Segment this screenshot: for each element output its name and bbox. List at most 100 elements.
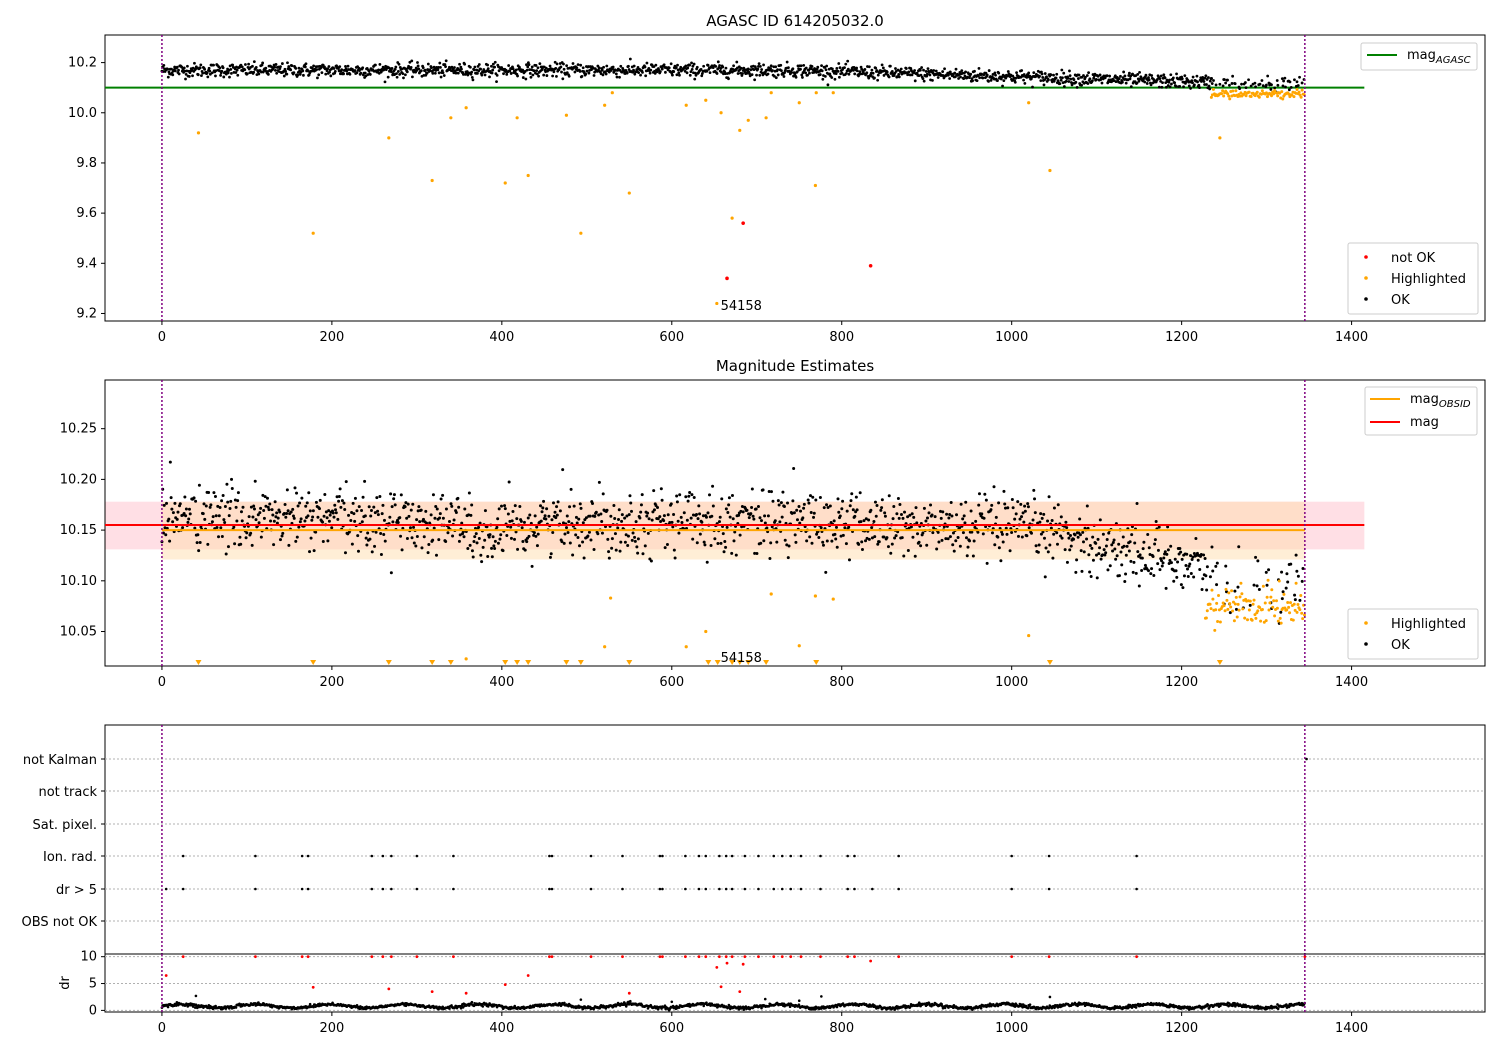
ok-point bbox=[1008, 549, 1012, 553]
ok-point bbox=[698, 532, 702, 536]
ok-point bbox=[183, 495, 187, 499]
ok-point bbox=[1298, 75, 1301, 79]
ok-point bbox=[535, 544, 539, 548]
ok-point bbox=[973, 69, 976, 73]
ok-point bbox=[403, 73, 407, 77]
ok-point bbox=[873, 500, 877, 504]
ok-point bbox=[1192, 552, 1196, 556]
ok-point bbox=[444, 59, 448, 63]
ok-point bbox=[522, 520, 526, 524]
ok-point bbox=[1141, 547, 1145, 551]
flag-point bbox=[819, 887, 822, 891]
ok-point bbox=[1204, 574, 1208, 578]
ok-point bbox=[575, 66, 579, 70]
highlighted-point bbox=[1252, 598, 1256, 602]
highlighted-point bbox=[387, 136, 391, 140]
dr-point bbox=[312, 1005, 315, 1009]
ok-point bbox=[750, 73, 754, 77]
ok-point bbox=[902, 554, 906, 558]
ok-point bbox=[186, 64, 189, 68]
ok-point bbox=[533, 514, 537, 518]
lower-limit-marker bbox=[729, 660, 736, 665]
flag-point bbox=[789, 887, 793, 891]
flag-point bbox=[306, 854, 310, 858]
highlighted-point bbox=[603, 645, 607, 649]
ok-point bbox=[800, 73, 804, 77]
highlighted-point bbox=[719, 111, 723, 115]
x-tick-label: 0 bbox=[158, 675, 166, 690]
ok-point bbox=[208, 69, 212, 73]
ok-point bbox=[499, 533, 503, 537]
flag-point bbox=[661, 854, 664, 858]
ok-point bbox=[1108, 564, 1112, 568]
ok-point bbox=[457, 505, 461, 509]
ok-point bbox=[187, 507, 191, 511]
ok-point bbox=[477, 63, 481, 66]
ok-point bbox=[716, 541, 720, 545]
ok-point bbox=[555, 62, 559, 66]
highlighted-point bbox=[1214, 608, 1218, 612]
ok-point bbox=[471, 555, 475, 559]
ok-point bbox=[1157, 85, 1161, 89]
ok-point bbox=[1208, 575, 1212, 579]
highlighted-point bbox=[1301, 617, 1305, 621]
highlighted-point bbox=[1209, 95, 1213, 99]
ok-point bbox=[914, 506, 918, 510]
ok-point bbox=[909, 525, 913, 529]
ok-point bbox=[1085, 504, 1089, 508]
ok-point bbox=[1197, 83, 1201, 87]
ok-point bbox=[376, 513, 380, 517]
ok-point bbox=[274, 515, 278, 519]
ok-point bbox=[1136, 72, 1140, 76]
ok-point bbox=[1066, 76, 1070, 80]
ok-point bbox=[212, 63, 215, 67]
ok-point bbox=[1039, 512, 1043, 516]
highlighted-point bbox=[1232, 619, 1236, 623]
ok-point bbox=[289, 68, 293, 72]
ok-point bbox=[991, 73, 995, 76]
ok-point bbox=[675, 73, 679, 77]
ok-point bbox=[1200, 587, 1204, 591]
ok-point bbox=[975, 79, 979, 83]
ok-point bbox=[997, 501, 1001, 505]
ok-point bbox=[430, 66, 433, 70]
ok-point bbox=[460, 67, 463, 71]
ok-point bbox=[760, 68, 764, 71]
ok-point bbox=[244, 63, 247, 66]
ok-point bbox=[1101, 553, 1105, 557]
ok-point bbox=[1205, 78, 1209, 81]
ok-point bbox=[830, 67, 834, 71]
ok-point bbox=[516, 74, 519, 78]
ok-point bbox=[1107, 531, 1111, 535]
highlighted-point bbox=[1260, 607, 1264, 611]
ok-point bbox=[1168, 558, 1172, 562]
ok-point bbox=[1059, 78, 1063, 82]
ok-point bbox=[434, 505, 438, 509]
ok-point bbox=[641, 552, 645, 556]
highlighted-point bbox=[1233, 602, 1237, 606]
ok-point bbox=[847, 558, 851, 562]
ok-point bbox=[1207, 76, 1210, 79]
ok-point bbox=[850, 492, 854, 496]
ok-point bbox=[1041, 76, 1045, 79]
lower-limit-marker bbox=[626, 660, 633, 665]
ok-point bbox=[643, 65, 647, 69]
ok-point bbox=[679, 65, 683, 69]
lower-limit-marker bbox=[745, 660, 752, 665]
highlighted-point bbox=[1234, 595, 1238, 599]
ok-point bbox=[599, 512, 603, 516]
ok-point bbox=[761, 488, 765, 492]
ok-point bbox=[996, 535, 1000, 539]
ok-point bbox=[874, 66, 878, 70]
ok-point bbox=[251, 64, 254, 68]
ok-point bbox=[553, 510, 557, 514]
highlighted-point bbox=[1300, 611, 1304, 615]
ok-point bbox=[860, 547, 864, 551]
highlighted-point bbox=[196, 131, 201, 135]
ok-point bbox=[792, 467, 796, 471]
ok-point bbox=[865, 71, 869, 75]
ok-point bbox=[1040, 516, 1044, 520]
ok-point bbox=[227, 514, 231, 518]
ok-point bbox=[412, 525, 416, 529]
flag-label: not Kalman bbox=[23, 753, 97, 768]
